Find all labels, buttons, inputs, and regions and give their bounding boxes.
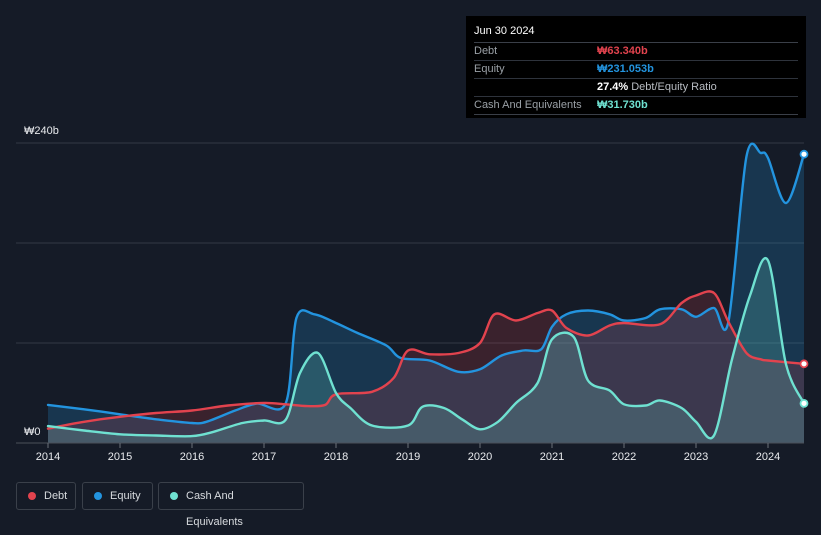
x-tick-label-2016: 2016 [180,451,204,463]
legend-dot-cash [170,492,178,500]
legend-label-debt: Debt [44,490,67,502]
legend-label-cash: Cash And Equivalents [186,490,243,528]
legend-item-equity[interactable]: Equity [82,482,153,510]
tooltip-cash-value: ₩31.730b [597,97,648,114]
tooltip-ratio-value: 27.4% [597,81,628,93]
tooltip-equity-value: ₩231.053b [597,61,654,78]
x-tick-label-2020: 2020 [468,451,492,463]
x-tick-label-2017: 2017 [252,451,276,463]
end-marker-cash [801,400,808,407]
area-layer [48,144,804,443]
x-tick-label-2022: 2022 [612,451,636,463]
tooltip-ratio: 27.4%Debt/Equity Ratio [597,79,717,96]
tooltip-equity-label: Equity [474,61,505,78]
tooltip-ratio-label: Debt/Equity Ratio [631,81,717,93]
end-marker-debt [801,360,808,367]
x-tick-label-2019: 2019 [396,451,420,463]
tooltip-date: Jun 30 2024 [474,24,798,43]
legend-dot-equity [94,492,102,500]
tooltip-debt-label: Debt [474,43,497,60]
tooltip-debt-value: ₩63.340b [597,43,648,60]
x-tick-label-2018: 2018 [324,451,348,463]
y-axis-bottom-label: ₩0 [24,426,41,438]
legend-dot-debt [28,492,36,500]
x-tick-label-2024: 2024 [756,451,780,463]
tooltip-row-ratio: 27.4%Debt/Equity Ratio [474,79,798,97]
tooltip-row-equity: Equity ₩231.053b [474,61,798,79]
legend-label-equity: Equity [110,490,141,502]
tooltip-panel: Jun 30 2024 Debt ₩63.340b Equity ₩231.05… [466,16,806,118]
x-tick-label-2023: 2023 [684,451,708,463]
end-marker-equity [801,151,808,158]
y-axis-top-label: ₩240b [24,125,59,137]
tooltip-row-cash: Cash And Equivalents ₩31.730b [474,97,798,115]
x-tick-label-2021: 2021 [540,451,564,463]
tooltip-cash-label: Cash And Equivalents [474,97,582,114]
legend-item-debt[interactable]: Debt [16,482,76,510]
tooltip-row-debt: Debt ₩63.340b [474,43,798,61]
legend-item-cash[interactable]: Cash And Equivalents [158,482,304,510]
x-tick-label-2014: 2014 [36,451,60,463]
x-tick-label-2015: 2015 [108,451,132,463]
